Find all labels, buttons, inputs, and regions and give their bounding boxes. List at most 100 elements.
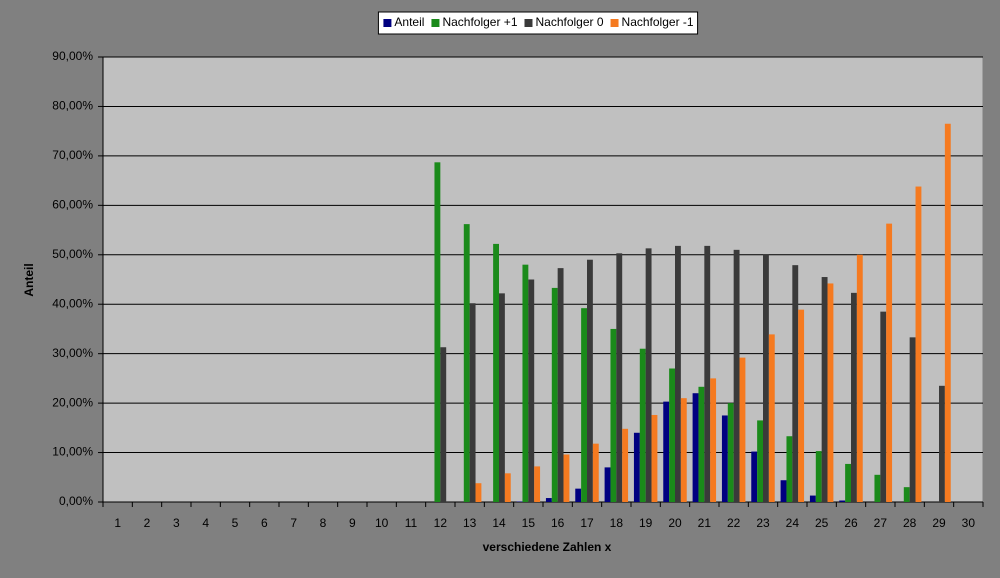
- bar: [663, 401, 670, 502]
- legend-swatch: [383, 19, 392, 27]
- bar: [692, 393, 699, 502]
- bar: [669, 368, 675, 502]
- bar: [592, 443, 599, 502]
- bar: [463, 224, 470, 502]
- x-tick-label: 30: [962, 516, 976, 530]
- bar: [633, 432, 640, 502]
- x-tick-label: 29: [932, 516, 946, 530]
- x-tick-label: 8: [320, 516, 327, 530]
- bar: [939, 385, 945, 502]
- bar: [733, 249, 740, 502]
- bar: [880, 311, 887, 502]
- bar: [616, 253, 623, 502]
- x-tick-label: 17: [580, 516, 594, 530]
- legend-label: Nachfolger 0: [535, 15, 603, 29]
- bar: [856, 254, 863, 502]
- legend-label: Nachfolger -1: [622, 15, 694, 29]
- x-tick-label: 12: [434, 516, 448, 530]
- bar: [739, 357, 746, 502]
- bar: [827, 283, 834, 502]
- bar: [493, 243, 499, 502]
- x-tick-label: 26: [844, 516, 858, 530]
- legend-label: Nachfolger +1: [442, 15, 517, 29]
- bar: [610, 328, 617, 502]
- bar: [651, 414, 658, 502]
- bar: [704, 245, 711, 502]
- bar: [798, 309, 805, 502]
- bar: [575, 488, 582, 502]
- bar: [710, 378, 717, 502]
- y-tick-label: 40,00%: [52, 296, 93, 310]
- bar: [915, 186, 922, 503]
- bar: [909, 337, 916, 502]
- x-tick-label: 6: [261, 516, 268, 530]
- bar: [522, 264, 529, 502]
- x-tick-label: 9: [349, 516, 356, 530]
- bar: [434, 162, 441, 503]
- x-tick-label: 10: [375, 516, 389, 530]
- bar: [475, 483, 482, 502]
- plot-area: [102, 56, 984, 503]
- bar: [587, 259, 593, 502]
- bar: [757, 420, 763, 502]
- x-tick-label: 16: [551, 516, 565, 530]
- bar: [809, 495, 816, 502]
- bar: [839, 500, 846, 502]
- y-tick-label: 90,00%: [52, 49, 93, 63]
- x-tick-label: 13: [463, 516, 477, 530]
- bar: [499, 293, 505, 502]
- bar: [504, 473, 511, 502]
- bar: [780, 480, 787, 502]
- y-axis-title: Anteil: [22, 263, 36, 296]
- bar: [680, 398, 687, 502]
- bar: [886, 223, 893, 502]
- legend-swatch: [610, 19, 619, 27]
- bar: [944, 123, 951, 502]
- bar: [563, 454, 570, 502]
- bar: [534, 466, 541, 502]
- y-tick-label: 10,00%: [52, 445, 93, 459]
- bar: [675, 245, 681, 502]
- bar: [469, 303, 476, 502]
- bar: [557, 268, 564, 502]
- x-tick-label: 7: [290, 516, 297, 530]
- y-tick-label: 20,00%: [52, 395, 93, 409]
- legend-label: Anteil: [394, 15, 424, 29]
- x-tick-label: 21: [698, 516, 712, 530]
- y-tick-label: 50,00%: [52, 247, 93, 261]
- bar: [551, 287, 558, 502]
- x-tick-label: 2: [144, 516, 151, 530]
- bar: [751, 451, 758, 502]
- x-tick-label: 14: [492, 516, 506, 530]
- x-axis-title: verschiedene Zahlen x: [483, 540, 612, 554]
- x-tick-label: 1: [114, 516, 121, 530]
- x-tick-label: 23: [756, 516, 770, 530]
- bar: [528, 279, 535, 502]
- x-tick-label: 19: [639, 516, 653, 530]
- bar: [874, 474, 881, 502]
- legend-swatch: [524, 19, 533, 27]
- x-tick-label: 4: [202, 516, 209, 530]
- x-tick-label: 28: [903, 516, 917, 530]
- bar: [815, 451, 822, 502]
- x-tick-label: 25: [815, 516, 829, 530]
- y-tick-label: 80,00%: [52, 99, 93, 113]
- x-tick-label: 11: [405, 516, 418, 530]
- y-tick-label: 30,00%: [52, 346, 93, 360]
- bar: [622, 428, 629, 502]
- legend-box: [377, 11, 699, 35]
- bar: [851, 292, 857, 502]
- bar: [821, 277, 828, 502]
- x-tick-label: 18: [610, 516, 624, 530]
- bar: [545, 498, 552, 502]
- bar: [903, 487, 910, 502]
- bar: [845, 463, 851, 502]
- bar: [727, 403, 734, 502]
- bar: [639, 348, 646, 502]
- x-tick-label: 15: [522, 516, 536, 530]
- x-tick-label: 27: [874, 516, 888, 530]
- bar: [768, 334, 775, 502]
- x-tick-label: 5: [232, 516, 239, 530]
- y-tick-label: 70,00%: [52, 148, 93, 162]
